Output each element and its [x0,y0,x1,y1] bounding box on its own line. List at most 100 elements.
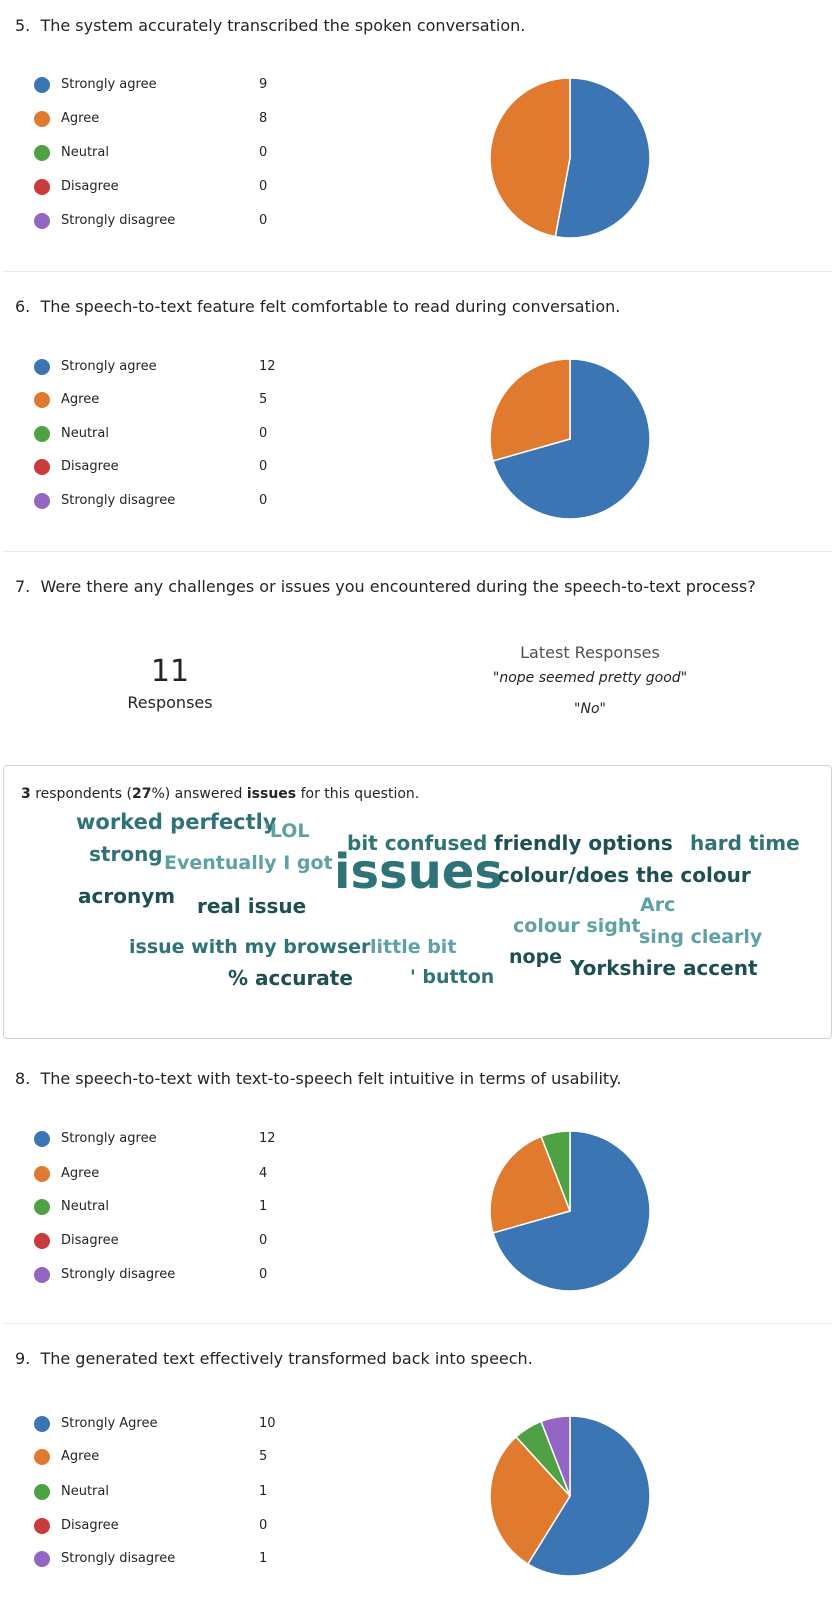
question-5-pie-chart [489,77,651,239]
legend-label: Strongly agree [61,1131,157,1146]
legend-count: 0 [259,179,268,194]
word-cloud-word[interactable]: sing clearly [639,926,763,948]
pie-slice-strongly-agree[interactable] [492,358,651,520]
pie-slice-agree[interactable] [489,77,571,238]
word-cloud-word[interactable]: % accurate [228,966,353,990]
neutral-dot [34,145,50,161]
legend-label: Agree [61,392,100,407]
word-cloud-word[interactable]: 'LOL [264,820,310,842]
strongly-agree-dot [34,1416,50,1432]
legend-label: Strongly agree [61,359,157,374]
legend-item-neutral: Neutral 1 [34,1483,294,1501]
summary-text: %) answered [151,786,247,802]
legend-item-strongly-disagree: Strongly disagree 1 [34,1550,294,1568]
question-7-title: 7. Were there any challenges or issues y… [15,577,756,596]
section-divider [3,551,833,552]
legend-label: Strongly agree [61,77,157,92]
word-cloud-word[interactable]: worked perfectly [76,810,277,834]
legend-item-disagree: Disagree 0 [34,1517,294,1535]
legend-item-agree: Agree 5 [34,391,294,409]
question-9-title: 9. The generated text effectively transf… [15,1349,533,1368]
pie-slice-agree[interactable] [489,358,571,462]
legend-count: 0 [259,1233,268,1248]
legend-count: 5 [259,392,268,407]
word-cloud-word[interactable]: hard time [690,831,800,855]
word-cloud-word[interactable]: issues [334,844,503,900]
legend-item-strongly-agree: Strongly Agree 10 [34,1415,294,1433]
legend-count: 0 [259,213,268,228]
legend-item-agree: Agree 5 [34,1448,294,1466]
pie-slice-neutral[interactable] [540,1130,571,1212]
disagree-dot [34,1233,50,1249]
legend-label: Disagree [61,1518,119,1533]
strongly-agree-dot [34,77,50,93]
word-cloud-word[interactable]: Eventually I got [164,852,333,874]
legend-count: 1 [259,1199,268,1214]
agree-dot [34,1449,50,1465]
pie-slice-strongly-agree[interactable] [554,77,651,239]
word-cloud-word[interactable]: Arc [640,894,676,916]
legend-item-neutral: Neutral 0 [34,425,294,443]
legend-count: 1 [259,1484,268,1499]
response-count-label: Responses [127,693,213,712]
summary-text: respondents ( [30,786,132,802]
agree-dot [34,1166,50,1182]
legend-count: 0 [259,459,268,474]
legend-item-strongly-disagree: Strongly disagree 0 [34,1266,294,1284]
legend-item-agree: Agree 8 [34,110,294,128]
word-cloud-word[interactable]: acronym [78,884,176,908]
pie-slice-strongly-agree[interactable] [492,1130,651,1292]
strongly-disagree-dot [34,1267,50,1283]
legend-count: 0 [259,1267,268,1282]
section-divider [3,1323,833,1324]
legend-label: Strongly Agree [61,1416,158,1431]
question-6-pie-chart [489,358,651,520]
legend-label: Disagree [61,1233,119,1248]
word-cloud-word[interactable]: bit confused [347,831,488,855]
word-cloud-word[interactable]: real issue [197,894,307,918]
legend-item-disagree: Disagree 0 [34,1232,294,1250]
legend-item-strongly-agree: Strongly agree 12 [34,1130,294,1148]
strongly-disagree-dot [34,493,50,509]
response-count: 11 [150,654,190,689]
word-cloud-word[interactable]: Yorkshire accent [570,956,758,980]
question-text: Were there any challenges or issues you … [40,577,756,596]
pie-slice-agree[interactable] [489,1435,571,1566]
word-cloud-word[interactable]: ' button [410,966,495,988]
respondent-count: 3 [21,786,31,802]
summary-keyword: issues [246,786,297,802]
question-number: 7. [15,577,31,596]
legend-count: 1 [259,1551,268,1566]
legend-item-strongly-disagree: Strongly disagree 0 [34,212,294,230]
word-cloud-word[interactable]: little bit [370,936,457,958]
word-cloud-word[interactable]: colour/does the colour [498,863,751,887]
neutral-dot [34,1199,50,1215]
word-cloud-word[interactable]: nope [509,946,563,968]
legend-item-disagree: Disagree 0 [34,458,294,476]
pie-slice-strongly-disagree[interactable] [540,1415,571,1497]
question-number: 5. [15,16,31,35]
latest-response: "nope seemed pretty good" [492,670,688,686]
legend-item-neutral: Neutral 0 [34,144,294,162]
legend-count: 12 [259,359,276,374]
legend-label: Neutral [61,1484,109,1499]
question-text: The generated text effectively transform… [40,1349,533,1368]
pie-slice-strongly-agree[interactable] [526,1415,651,1577]
question-text: The speech-to-text with text-to-speech f… [40,1069,622,1088]
strongly-disagree-dot [34,1551,50,1567]
legend-label: Agree [61,1166,100,1181]
word-cloud-word[interactable]: friendly options [494,831,673,855]
strongly-agree-dot [34,359,50,375]
disagree-dot [34,459,50,475]
section-divider [3,271,833,272]
word-cloud-word[interactable]: strong [89,842,163,866]
word-cloud-word[interactable]: colour sight [513,915,641,937]
legend-count: 12 [259,1131,276,1146]
word-cloud-word[interactable]: issue with my browser [129,936,371,958]
legend-label: Neutral [61,145,109,160]
legend-label: Strongly disagree [61,1267,176,1282]
question-number: 6. [15,297,31,316]
question-text: The speech-to-text feature felt comforta… [40,297,621,316]
legend-label: Neutral [61,426,109,441]
legend-label: Strongly disagree [61,1551,176,1566]
